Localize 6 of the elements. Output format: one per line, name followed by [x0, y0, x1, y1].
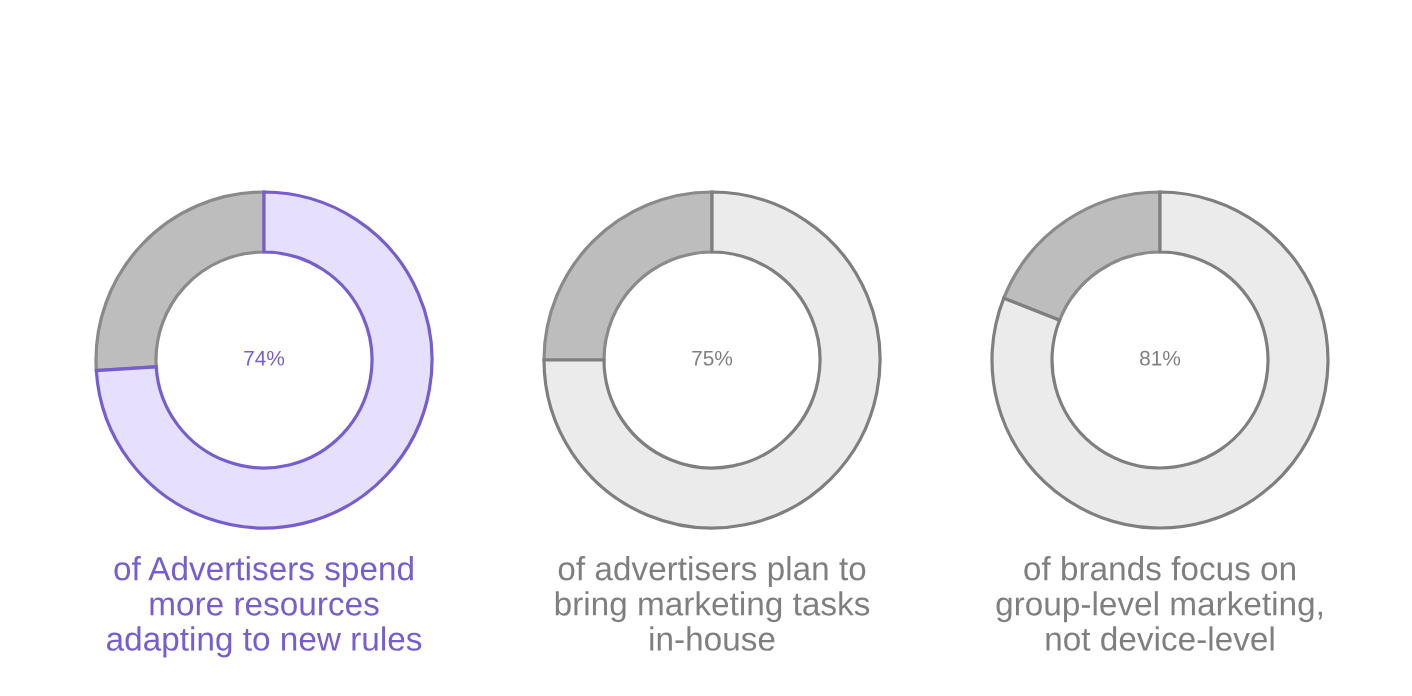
- text: 75%: [692, 350, 733, 366]
- text: 81%: [1140, 350, 1181, 366]
- text: of brands focus on group-level marketing, not device-level: [996, 556, 1322, 651]
- text: 74%: [244, 350, 285, 366]
- text: of advertisers plan to bring marketing tasks in-house: [555, 556, 870, 651]
- text: of Advertisers spend more resources adapting to new rules: [106, 556, 422, 658]
